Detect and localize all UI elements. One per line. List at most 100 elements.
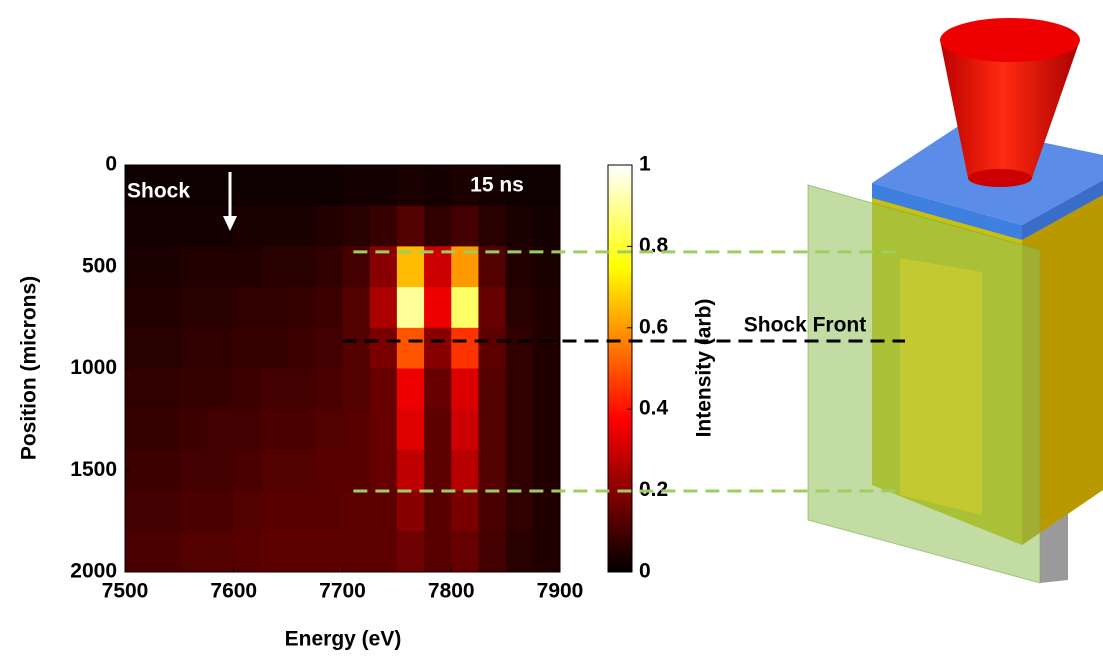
heat-cell (315, 287, 343, 329)
heat-cell (369, 531, 398, 573)
heat-cell (505, 531, 534, 573)
heat-cell (206, 449, 235, 492)
heat-cell (260, 449, 289, 492)
heat-cell (396, 368, 425, 410)
heat-cell (505, 165, 534, 207)
heat-cell (505, 205, 534, 247)
y-tick-label: 1000 (70, 356, 117, 379)
heat-cell (532, 409, 561, 451)
x-tick-label: 7500 (102, 580, 149, 603)
heat-cell (179, 531, 208, 573)
x-tick-label: 7600 (210, 580, 257, 603)
heat-cell (342, 287, 371, 329)
y-tick-label: 2000 (70, 560, 117, 583)
heat-cell (505, 449, 534, 492)
heat-cell (233, 246, 262, 288)
heat-cell (315, 327, 343, 369)
heat-cell (478, 368, 507, 410)
heat-cell (152, 246, 180, 288)
heat-cell (532, 368, 561, 410)
heat-cell (315, 490, 343, 532)
heat-cell (206, 246, 235, 288)
heat-cell (179, 287, 208, 329)
colorbar-tick-label: 0.4 (639, 397, 669, 420)
heat-cell (342, 490, 371, 532)
heat-cell (451, 327, 479, 369)
y-tick-label: 500 (82, 254, 117, 277)
heat-cell (505, 409, 534, 451)
heat-cell (424, 368, 452, 410)
heat-cell (478, 205, 507, 247)
arrow-head (223, 216, 237, 231)
target-diagram (807, 18, 1103, 584)
heat-cell (288, 205, 316, 247)
heat-cell (233, 205, 262, 247)
heat-cell (125, 490, 153, 532)
heat-cell (532, 165, 561, 207)
heat-cell (342, 531, 371, 573)
heat-cell (451, 165, 479, 207)
heat-cell (342, 327, 371, 369)
heat-cell (260, 409, 289, 451)
heat-cell (179, 246, 208, 288)
heat-cell (369, 409, 398, 451)
heat-cell (179, 368, 208, 410)
heat-cell (206, 490, 235, 532)
heat-cell (396, 165, 425, 207)
heat-cell (125, 531, 153, 573)
heat-cell (369, 287, 398, 329)
heat-cell (451, 531, 479, 573)
heat-cell (288, 246, 316, 288)
heat-cell (288, 368, 316, 410)
heatmap: 7500 7600 7700 7800 7900 0 500 1000 1500 2000 0 0.2… (70, 153, 668, 603)
heat-cell (424, 327, 452, 369)
heat-cell (125, 368, 153, 410)
annotation: Shock (127, 180, 190, 203)
heat-cell (206, 368, 235, 410)
heat-cell (288, 409, 316, 451)
heat-cell (396, 490, 425, 532)
heat-cell (315, 531, 343, 573)
heat-cell (152, 205, 180, 247)
heat-cell (125, 205, 153, 247)
heat-cell (260, 165, 289, 207)
heat-cell (288, 287, 316, 329)
heat-cell (288, 531, 316, 573)
x-tick-label: 7700 (319, 580, 366, 603)
heat-cell (233, 449, 262, 492)
heat-cell (505, 490, 534, 532)
heat-cell (233, 368, 262, 410)
heat-cell (315, 205, 343, 247)
heat-cell (260, 490, 289, 532)
x-tick-label: 7900 (537, 580, 584, 603)
annotation: 15 ns (470, 174, 524, 197)
heat-cell (478, 165, 507, 207)
heat-cell (206, 287, 235, 329)
colorbar-tick-label: 0.8 (639, 234, 669, 257)
heat-cell (451, 409, 479, 451)
heat-cell (424, 531, 452, 573)
heat-cell (206, 327, 235, 369)
heat-cell (288, 449, 316, 492)
x-axis-label: Energy (eV) (285, 628, 402, 651)
heat-cell (342, 449, 371, 492)
heat-cell (396, 531, 425, 573)
heat-cell (233, 409, 262, 451)
heat-cell (125, 165, 153, 207)
overlays (342, 250, 905, 493)
heat-cell (505, 327, 534, 369)
annotation: Shock Front (744, 314, 867, 337)
heat-cell (315, 165, 343, 207)
heat-cell (233, 531, 262, 573)
heat-cell (315, 409, 343, 451)
heat-cell (451, 449, 479, 492)
heat-cell (478, 327, 507, 369)
x-tick-label: 7800 (428, 580, 475, 603)
heat-cell (179, 490, 208, 532)
heat-cell (424, 449, 452, 492)
heat-cell (315, 246, 343, 288)
heat-cell (179, 327, 208, 369)
heat-cell (396, 409, 425, 451)
heat-cell (315, 368, 343, 410)
heat-cell (315, 449, 343, 492)
